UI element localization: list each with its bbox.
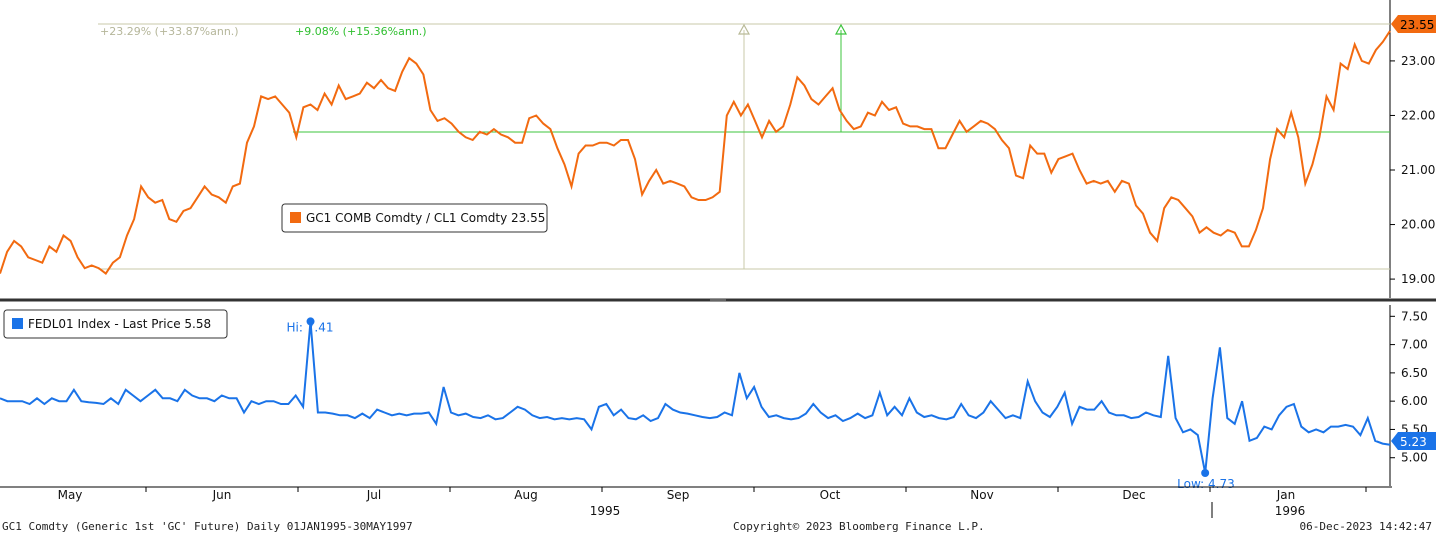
ratio-series-line	[0, 30, 1391, 276]
footer-copyright: Copyright© 2023 Bloomberg Finance L.P.	[733, 520, 985, 533]
annotation-range-partial: +9.08% (+15.36%ann.)	[295, 25, 427, 38]
y-tick-label: 23.00	[1401, 54, 1435, 68]
x-tick-label: Jul	[366, 488, 381, 502]
top-panel: +23.29% (+33.87%ann.) +9.08% (+15.36%ann…	[0, 0, 1436, 298]
y-tick-label: 22.00	[1401, 108, 1435, 122]
last-value-label: 23.55	[1400, 18, 1434, 32]
x-tick-label: Aug	[514, 488, 537, 502]
x-tick-label: Jan	[1276, 488, 1296, 502]
legend-box: GC1 COMB Comdty / CL1 Comdty 23.55	[281, 203, 548, 233]
x-tick-label: Dec	[1122, 488, 1145, 502]
high-marker	[306, 317, 315, 326]
range-marker-icon	[737, 23, 751, 35]
x-tick-label: Sep	[667, 488, 690, 502]
y-tick-label: 21.00	[1401, 163, 1435, 177]
y-tick-label: 19.00	[1401, 272, 1435, 286]
last-value-label: 5.23	[1400, 435, 1427, 449]
y-tick-label: 5.00	[1401, 451, 1428, 465]
bottom-panel: 5.005.506.006.507.007.50 Hi: 7.41 Low: 4…	[0, 305, 1436, 491]
x-tick-label: Nov	[970, 488, 993, 502]
footer-security-info: GC1 Comdty (Generic 1st 'GC' Future) Dai…	[2, 520, 413, 533]
range-marker-icon	[834, 23, 848, 35]
y-tick-label: 6.50	[1401, 366, 1428, 380]
x-tick-label: Oct	[820, 488, 841, 502]
y-tick-label: 20.00	[1401, 218, 1435, 232]
chart-area: +23.29% (+33.87%ann.) +9.08% (+15.36%ann…	[0, 0, 1436, 518]
low-annotation: Low: 4.73	[1177, 477, 1235, 491]
low-marker	[1201, 468, 1210, 477]
last-value-tag: 5.23	[1391, 432, 1436, 450]
legend-label: FEDL01 Index - Last Price 5.58	[28, 317, 211, 331]
annotation-range-total: +23.29% (+33.87%ann.)	[100, 25, 239, 38]
footer-timestamp: 06-Dec-2023 14:42:47	[1299, 520, 1432, 533]
y-tick-label: 7.00	[1401, 338, 1428, 352]
y-tick-label: 7.50	[1401, 309, 1428, 323]
x-year-label: 1996	[1275, 504, 1306, 518]
last-value-tag: 23.55	[1391, 15, 1436, 33]
legend-swatch	[12, 318, 23, 329]
legend-label: GC1 COMB Comdty / CL1 Comdty 23.55	[306, 211, 545, 225]
y-tick-label: 6.00	[1401, 394, 1428, 408]
legend-swatch	[290, 212, 301, 223]
x-tick-label: May	[58, 488, 83, 502]
legend-box: FEDL01 Index - Last Price 5.58	[3, 309, 228, 339]
high-annotation: Hi: 7.41	[287, 320, 334, 334]
fed-funds-series-line	[0, 321, 1391, 474]
x-axis: May Jun Jul Aug Sep Oct Nov Dec Jan 1995 1996	[0, 486, 1392, 518]
x-year-label: 1995	[590, 504, 621, 518]
x-tick-label: Jun	[212, 488, 232, 502]
